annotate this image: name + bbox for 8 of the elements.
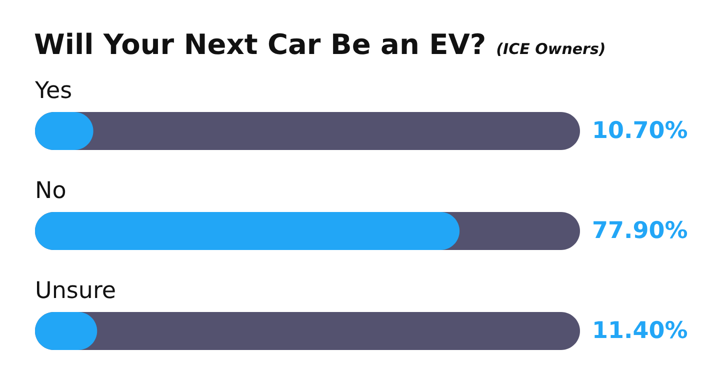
- y-tick-label: No: [35, 178, 66, 204]
- data-label: 11.40%: [592, 318, 688, 344]
- y-tick-label: Unsure: [35, 278, 116, 304]
- data-label: 77.90%: [592, 218, 688, 244]
- y-tick-label: Yes: [34, 78, 72, 104]
- data-label: 10.70%: [592, 118, 688, 144]
- chart-title: Will Your Next Car Be an EV?: [34, 28, 486, 61]
- chart-subtitle: (ICE Owners): [496, 40, 606, 58]
